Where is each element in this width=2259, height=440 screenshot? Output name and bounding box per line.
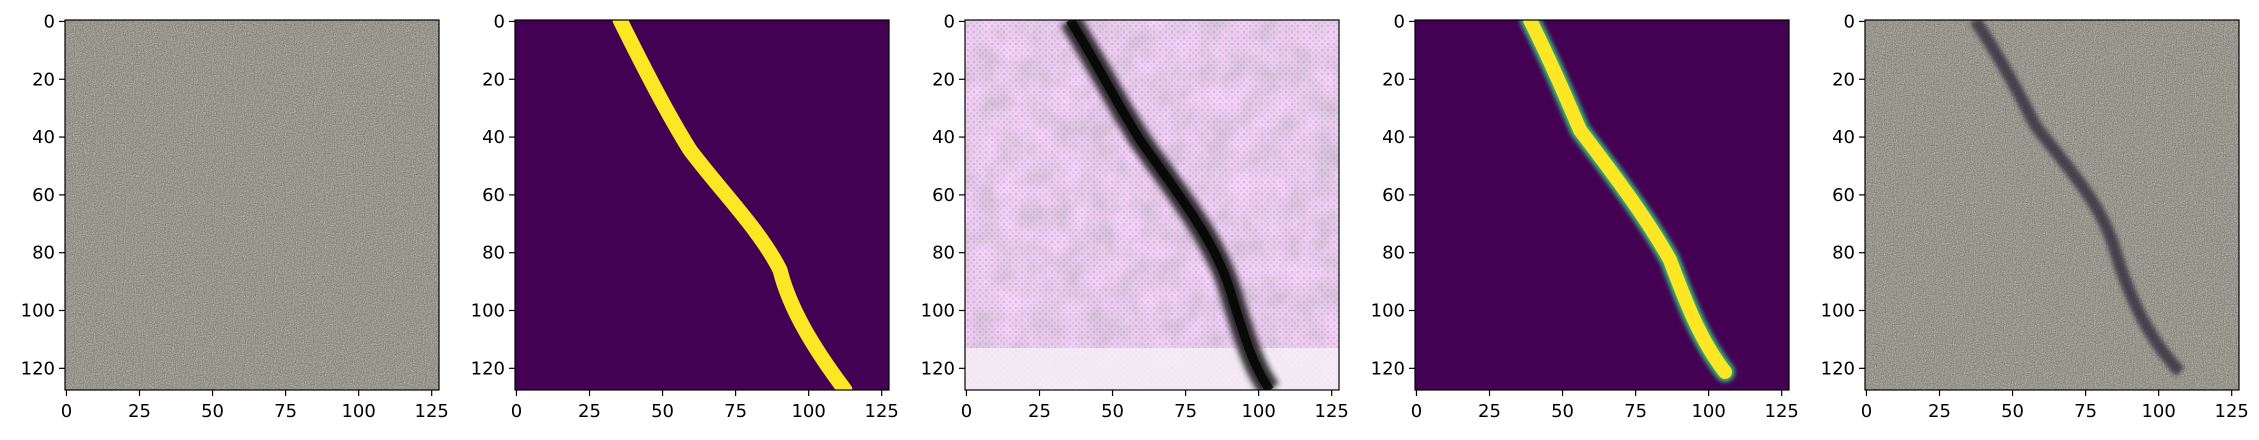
panel-5-x-tick-label: 25 [1928, 401, 1951, 422]
panel-1-y-tick-label: 40 [32, 127, 55, 148]
panel-2-y-tick-label: 0 [494, 11, 505, 32]
panel-3 [965, 20, 1339, 390]
panel-4-y-tick-label: 80 [1382, 243, 1405, 264]
panel-4-y-tick-label: 60 [1382, 185, 1405, 206]
panel-3-x-tick-label: 100 [1241, 401, 1275, 422]
panel-3-y-tick-label: 20 [932, 69, 955, 90]
panel-4-x-tick-label: 0 [1411, 401, 1422, 422]
panel-4-x-tick-label: 25 [1478, 401, 1501, 422]
panel-5-y-tick-label: 100 [1821, 301, 1855, 322]
panel-2-x-tick-label: 100 [791, 401, 825, 422]
panel-3-dots [965, 20, 1339, 390]
panel-2-x-tick-label: 0 [511, 401, 522, 422]
panel-5-texture [1865, 20, 2239, 390]
panel-1-y-tick-label: 60 [32, 185, 55, 206]
panel-1-x-tick-label: 25 [128, 401, 151, 422]
panel-1-x-tick-label: 75 [274, 401, 297, 422]
panel-2-y-tick-label: 60 [482, 185, 505, 206]
panel-4-x-tick-label: 125 [1765, 401, 1799, 422]
panel-5-y-tick-label: 80 [1832, 243, 1855, 264]
panel-4-x-tick-label: 100 [1691, 401, 1725, 422]
panel-3-y-tick-label: 120 [921, 358, 955, 379]
panel-4-y-tick-label: 100 [1371, 301, 1405, 322]
panel-5-x-tick-label: 100 [2141, 401, 2175, 422]
panel-4-y-tick-label: 0 [1394, 11, 1405, 32]
panel-3-x-tick-label: 50 [1101, 401, 1124, 422]
panel-1-y-tick-label: 20 [32, 69, 55, 90]
panel-2-frame [514, 19, 890, 391]
panel-5-y-tick-label: 120 [1821, 358, 1855, 379]
panel-4-x-tick-label: 50 [1551, 401, 1574, 422]
panel-1-x-tick-label: 50 [201, 401, 224, 422]
panel-1-frame [64, 19, 440, 391]
panel-2-x-tick-label: 125 [865, 401, 899, 422]
panel-1 [65, 20, 439, 390]
panel-5-y-tick-label: 20 [1832, 69, 1855, 90]
panel-2-y-tick-label: 80 [482, 243, 505, 264]
panel-3-y-tick-label: 40 [932, 127, 955, 148]
panel-1-x-tick-label: 0 [61, 401, 72, 422]
panel-4 [1415, 20, 1789, 390]
panel-4-y-tick-label: 40 [1382, 127, 1405, 148]
panel-3-y-tick-label: 100 [921, 301, 955, 322]
panel-5-y-tick-label: 0 [1844, 11, 1855, 32]
panel-1-texture [65, 20, 439, 390]
panel-2-crack [612, 20, 853, 390]
axes-layer: 0 25 50 75 100 125 0 20 40 60 80 100 120 0 25 50 75 100 12… [21, 11, 2249, 422]
panel-1-y-tick-label: 0 [44, 11, 55, 32]
panel-3-x-tick-label: 0 [961, 401, 972, 422]
panel-2-x-tick-label: 25 [578, 401, 601, 422]
panel-5-y-tick-label: 60 [1832, 185, 1855, 206]
panel-3-x-tick-label: 75 [1174, 401, 1197, 422]
panel-3-crack-core [1066, 20, 1274, 390]
panel-2-y-tick-label: 100 [471, 301, 505, 322]
panel-3-bottom-band [965, 348, 1339, 390]
panel-1-y-tick-label: 100 [21, 301, 55, 322]
panel-3-x-tick-label: 25 [1028, 401, 1051, 422]
panel-2 [515, 20, 889, 390]
panel-5-x-tick-label: 125 [2215, 401, 2249, 422]
panel-3-frame [964, 19, 1340, 391]
panel-2-y-tick-label: 20 [482, 69, 505, 90]
panel-4-crack [1523, 20, 1732, 379]
panel-2-x-tick-label: 75 [724, 401, 747, 422]
panel-5-crack [1970, 20, 2185, 377]
panel-2-x-tick-label: 50 [651, 401, 674, 422]
panel-3-y-tick-label: 80 [932, 243, 955, 264]
panel-5 [1865, 20, 2239, 390]
panel-2-y-tick-label: 120 [471, 358, 505, 379]
panel-1-x-tick-label: 100 [341, 401, 375, 422]
panel-5-x-tick-label: 75 [2074, 401, 2097, 422]
panel-3-x-tick-label: 125 [1315, 401, 1349, 422]
panel-4-frame [1414, 19, 1790, 391]
panel-2-y-tick-label: 40 [482, 127, 505, 148]
panel-3-y-tick-label: 0 [944, 11, 955, 32]
panel-5-x-tick-label: 0 [1861, 401, 1872, 422]
panel-4-y-tick-label: 20 [1382, 69, 1405, 90]
panel-2-background [515, 20, 889, 390]
panel-4-background [1415, 20, 1789, 390]
panel-1-y-tick-label: 80 [32, 243, 55, 264]
panel-5-x-tick-label: 50 [2001, 401, 2024, 422]
panel-3-y-tick-label: 60 [932, 185, 955, 206]
panel-5-frame [1864, 19, 2240, 391]
panel-1-y-tick-label: 120 [21, 358, 55, 379]
panel-5-y-tick-label: 40 [1832, 127, 1855, 148]
panel-4-y-tick-label: 120 [1371, 358, 1405, 379]
panel-1-x-tick-label: 125 [415, 401, 449, 422]
panel-4-x-tick-label: 75 [1624, 401, 1647, 422]
